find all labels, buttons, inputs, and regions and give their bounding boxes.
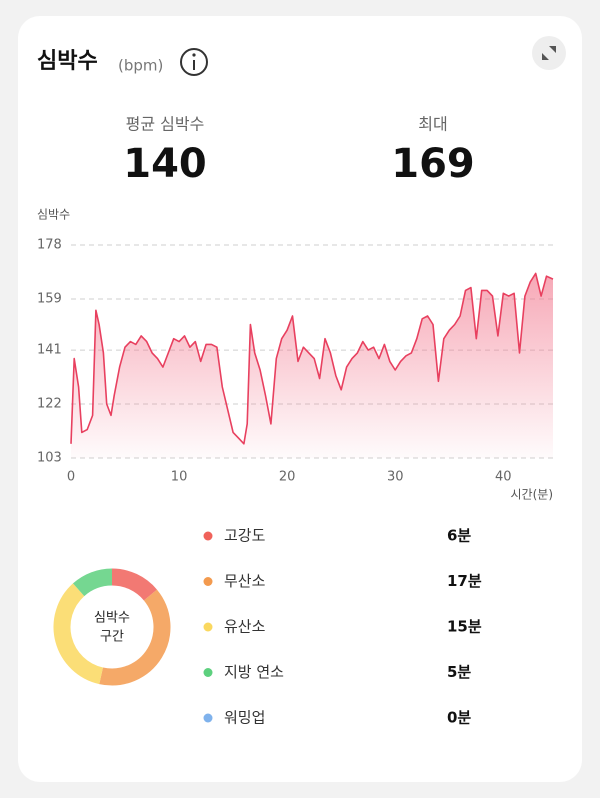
stat-label: 평균 심박수	[126, 115, 205, 134]
y-axis-label: 심박수	[37, 208, 70, 222]
legend-dot	[203, 577, 213, 586]
legend-dot	[203, 713, 213, 723]
legend-value: 6분	[447, 527, 471, 545]
legend-label: 무산소	[224, 572, 266, 590]
donut-center-label: 구간	[100, 630, 124, 645]
donut-segment	[72, 568, 113, 597]
y-tick-label: 141	[37, 343, 62, 358]
unit: (bpm)	[118, 57, 163, 75]
legend-value: 15분	[447, 618, 482, 636]
x-tick-label: 30	[387, 470, 404, 485]
y-tick-label: 159	[37, 291, 62, 306]
donut-segment	[111, 568, 157, 601]
legend-value: 5분	[447, 663, 471, 681]
title: 심박수	[37, 49, 98, 74]
y-tick-label: 103	[37, 451, 62, 466]
y-tick-label: 178	[37, 238, 62, 253]
x-tick-label: 10	[171, 470, 188, 485]
x-tick-label: 20	[279, 470, 296, 485]
legend-label: 지방 연소	[224, 663, 284, 681]
line	[70, 272, 554, 445]
donut-segment	[99, 589, 171, 686]
info-button[interactable]	[180, 48, 208, 76]
legend-label: 워밍업	[224, 709, 265, 727]
legend-dot	[203, 668, 213, 677]
stat-value: 140	[123, 141, 207, 187]
x-tick-label: 0	[67, 470, 75, 485]
y-tick-label: 122	[37, 397, 62, 412]
legend-dot	[203, 622, 213, 632]
x-axis-label: 시간(분)	[511, 488, 553, 502]
stat-value: 169	[391, 141, 475, 187]
legend-label: 유산소	[224, 618, 266, 636]
expand-button[interactable]	[532, 36, 566, 70]
legend-label: 고강도	[224, 527, 266, 545]
donut-segment	[53, 583, 104, 685]
x-tick-label: 40	[495, 470, 512, 485]
legend-value: 17분	[447, 572, 482, 590]
stat-label: 최대	[418, 115, 447, 134]
legend-dot	[203, 531, 213, 541]
donut-center-label: 심박수	[94, 611, 130, 626]
area	[71, 273, 553, 458]
legend-value: 0분	[447, 709, 471, 727]
